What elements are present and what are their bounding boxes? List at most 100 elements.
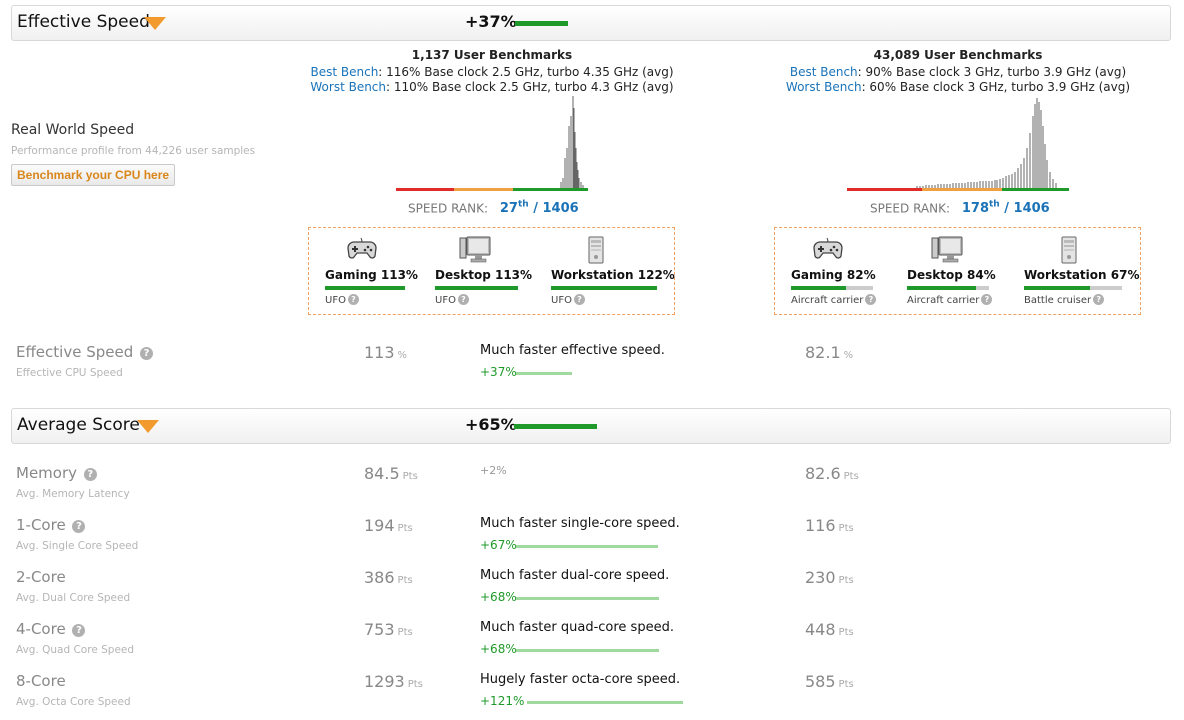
metric-pct: +68%	[480, 642, 517, 656]
cpu2-best-bench-link[interactable]: Best Bench	[789, 65, 858, 79]
metric-unit: Pts	[402, 471, 418, 482]
cpu1-worst-bench-text: : 110% Base clock 2.5 GHz, turbo 4.3 GHz…	[386, 80, 674, 94]
metric-value-1-num: 1293	[364, 672, 405, 691]
cpu2-best-bench: Best Bench: 90% Base clock 3 GHz, turbo …	[758, 65, 1158, 79]
cpu1-best-bench-link[interactable]: Best Bench	[310, 65, 379, 79]
cpu1-rating-gaming-sub-text: UFO	[325, 295, 346, 306]
cpu2-rating-desktop-bar	[907, 286, 989, 290]
help-icon[interactable]: ?	[140, 347, 154, 360]
metric-pct: +121%	[480, 694, 525, 708]
metric-pct: +2%	[480, 464, 507, 477]
histogram-baseline-segment	[922, 188, 1002, 191]
cpu2-best-bench-text: : 90% Base clock 3 GHz, turbo 3.9 GHz (a…	[857, 65, 1127, 79]
cpu2-worst-bench-link[interactable]: Worst Bench	[785, 80, 862, 94]
cpu1-rating-workstation-sub-text: UFO	[551, 295, 572, 306]
cpu1-rating-workstation-bar	[551, 286, 657, 290]
average-score-delta-bar	[514, 424, 597, 429]
effective-speed-name-text: Effective Speed	[16, 343, 134, 361]
metric-unit: Pts	[843, 471, 859, 482]
cpu2-rating-desktop-label: Desktop 84%	[907, 268, 996, 282]
help-icon[interactable]: ?	[1093, 294, 1105, 305]
histogram-baseline-segment	[1002, 188, 1069, 191]
expand-triangle-icon[interactable]	[144, 17, 166, 30]
effective-speed-value-1-num: 113	[364, 343, 395, 362]
cpu2-benchmarks: 43,089 User Benchmarks Best Bench: 90% B…	[758, 48, 1158, 94]
cpu2-speed-rank-label: SPEED RANK:	[870, 201, 951, 216]
metric-pct-bar	[516, 545, 658, 548]
metric-value-1-num: 753	[364, 620, 395, 639]
cpu2-rank-suffix: th	[989, 200, 1000, 210]
metric-unit: Pts	[838, 627, 854, 638]
effective-speed-pct-bar	[516, 372, 572, 375]
monitor-icon	[931, 236, 963, 264]
metric-sub: Avg. Single Core Speed	[16, 540, 139, 552]
help-icon[interactable]: ?	[981, 294, 993, 305]
benchmark-cpu-button[interactable]: Benchmark your CPU here	[11, 164, 176, 186]
average-score-header[interactable]: Average Score +65%	[11, 408, 1171, 444]
metric-row-2-core: 2-Core Avg. Dual Core Speed 386 Pts Much fas…	[0, 568, 1184, 618]
metric-value-2: 82.6 Pts	[805, 464, 859, 483]
metric-name-text: 4-Core	[16, 620, 66, 638]
effective-speed-value-2-num: 82.1	[805, 343, 841, 362]
cpu2-histogram	[847, 98, 1069, 191]
cpu2-rating-workstation-label: Workstation 67%	[1024, 268, 1140, 282]
metric-value-1: 386 Pts	[364, 568, 413, 587]
metric-pct-bar	[527, 701, 683, 704]
histogram-baseline-segment	[847, 188, 922, 191]
expand-triangle-icon[interactable]	[137, 420, 159, 433]
effective-speed-sub: Effective CPU Speed	[16, 367, 123, 379]
metric-name-text: 2-Core	[16, 568, 66, 586]
metric-value-2-num: 585	[805, 672, 836, 691]
effective-speed-value-1: 113%	[364, 343, 407, 362]
cpu2-rating-gaming-sub: Aircraft carrier?	[791, 294, 877, 306]
metric-pct-bar	[516, 597, 659, 600]
metric-name: 2-Core	[16, 568, 66, 586]
cpu2-rating-workstation-sub: Battle cruiser?	[1024, 294, 1105, 306]
help-icon[interactable]: ?	[83, 468, 97, 481]
metric-value-2: 448 Pts	[805, 620, 854, 639]
metric-value-1-num: 194	[364, 516, 395, 535]
cpu1-rating-desktop-bar	[435, 286, 518, 290]
metric-value-1: 84.5 Pts	[364, 464, 418, 483]
metric-sub: Avg. Dual Core Speed	[16, 592, 131, 604]
cpu2-rank-num: 178	[961, 201, 989, 217]
metric-row-8-core: 8-Core Avg. Octa Core Speed 1293 Pts Hugely …	[0, 672, 1184, 720]
cpu1-rank-value[interactable]: 27th / 1406	[500, 200, 579, 217]
metric-sub: Avg. Octa Core Speed	[16, 696, 131, 708]
gamepad-icon	[813, 236, 843, 264]
metric-pct: +67%	[480, 538, 517, 552]
cpu1-speed-rank-label: SPEED RANK:	[408, 201, 489, 216]
cpu2-rank-value[interactable]: 178th / 1406	[961, 200, 1050, 217]
metric-value-1-num: 84.5	[364, 464, 400, 483]
cpu1-worst-bench: Worst Bench: 110% Base clock 2.5 GHz, tu…	[292, 80, 692, 94]
effective-speed-title: Effective Speed	[17, 12, 150, 32]
effective-speed-header[interactable]: Effective Speed +37%	[11, 5, 1171, 41]
metric-value-2-num: 448	[805, 620, 836, 639]
effective-speed-delta-bar	[515, 21, 568, 26]
average-score-delta: +65%	[465, 415, 517, 434]
metric-desc: Much faster dual-core speed.	[480, 568, 670, 583]
metric-row-4-core: 4-Core ? Avg. Quad Core Speed 753 Pts Much f…	[0, 620, 1184, 670]
help-icon[interactable]: ?	[457, 294, 469, 305]
help-icon[interactable]: ?	[865, 294, 877, 305]
metric-pct: +68%	[480, 590, 517, 604]
metric-name: 8-Core	[16, 672, 66, 690]
metric-desc: Much faster quad-core speed.	[480, 620, 674, 635]
help-icon[interactable]: ?	[72, 624, 86, 637]
metric-name-text: 1-Core	[16, 516, 66, 534]
metric-desc: Much faster single-core speed.	[480, 516, 680, 531]
metric-name: 4-Core ?	[16, 620, 86, 638]
metric-unit: Pts	[397, 627, 413, 638]
help-icon[interactable]: ?	[347, 294, 359, 305]
cpu1-worst-bench-link[interactable]: Worst Bench	[310, 80, 387, 94]
cpu2-speed-rank: SPEED RANK: 178th / 1406	[870, 200, 1050, 216]
metric-row-1-core: 1-Core ? Avg. Single Core Speed 194 Pts Much…	[0, 516, 1184, 566]
metric-unit: Pts	[407, 679, 423, 690]
metric-name: 1-Core ?	[16, 516, 86, 534]
help-icon[interactable]: ?	[573, 294, 585, 305]
cpu2-rating-workstation-bar	[1024, 286, 1122, 290]
tower-pc-icon	[587, 236, 617, 264]
help-icon[interactable]: ?	[72, 520, 86, 533]
cpu1-rank-total: / 1406	[528, 201, 579, 217]
cpu2-rating-gaming-bar	[791, 286, 873, 290]
